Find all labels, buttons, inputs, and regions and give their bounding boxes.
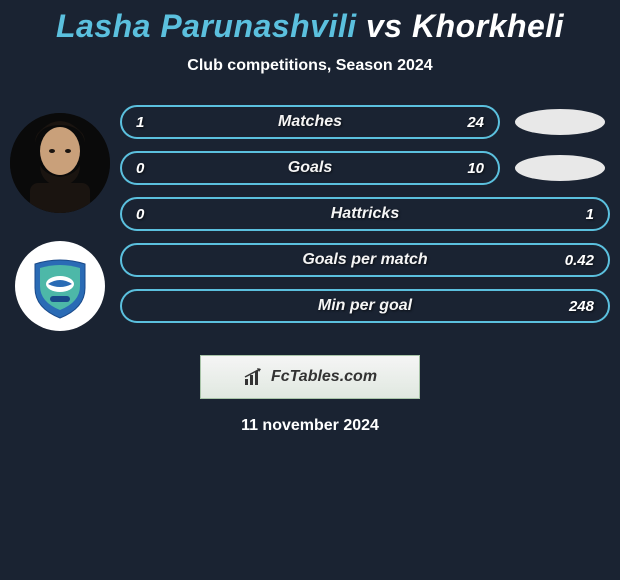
stat-right-value: 0.42 (565, 252, 594, 269)
branding-text: FcTables.com (271, 368, 377, 386)
blob-icon (515, 155, 605, 181)
stat-left-value: 1 (136, 114, 144, 131)
stat-right-value: 24 (467, 114, 484, 131)
stat-right-value: 1 (586, 206, 594, 223)
stat-label: Goals per match (302, 251, 427, 269)
stat-bar: 1 Matches 24 (120, 105, 500, 139)
stat-row-gpm: Goals per match 0.42 (120, 243, 610, 277)
player-avatar (10, 113, 110, 213)
left-column (0, 105, 120, 331)
stats-column: 1 Matches 24 0 Goals 10 0 Hattricks (120, 105, 620, 331)
club-logo (15, 241, 105, 331)
stat-left-value: 0 (136, 206, 144, 223)
player1-name: Lasha Parunashvili (56, 8, 357, 44)
blob-container (510, 105, 610, 139)
title: Lasha Parunashvili vs Khorkheli (0, 8, 620, 45)
blob-container (510, 151, 610, 185)
branding-box: FcTables.com (200, 355, 420, 399)
stat-bar: 0 Hattricks 1 (120, 197, 610, 231)
content-row: 1 Matches 24 0 Goals 10 0 Hattricks (0, 105, 620, 331)
date-text: 11 november 2024 (0, 417, 620, 435)
stat-row-goals: 0 Goals 10 (120, 151, 610, 185)
stat-bar: Min per goal 248 (120, 289, 610, 323)
stat-label: Hattricks (331, 205, 399, 223)
stat-row-mpg: Min per goal 248 (120, 289, 610, 323)
blob-icon (515, 109, 605, 135)
comparison-card: Lasha Parunashvili vs Khorkheli Club com… (0, 0, 620, 435)
stat-left-value: 0 (136, 160, 144, 177)
subtitle: Club competitions, Season 2024 (0, 57, 620, 75)
stat-right-value: 10 (467, 160, 484, 177)
stat-bar: 0 Goals 10 (120, 151, 500, 185)
stat-label: Goals (288, 159, 332, 177)
stat-row-matches: 1 Matches 24 (120, 105, 610, 139)
vs-text: vs (366, 8, 403, 44)
stat-bar: Goals per match 0.42 (120, 243, 610, 277)
stat-row-hattricks: 0 Hattricks 1 (120, 197, 610, 231)
stat-label: Matches (278, 113, 342, 131)
stat-right-value: 248 (569, 298, 594, 315)
player2-name: Khorkheli (412, 8, 564, 44)
stat-label: Min per goal (318, 297, 412, 315)
